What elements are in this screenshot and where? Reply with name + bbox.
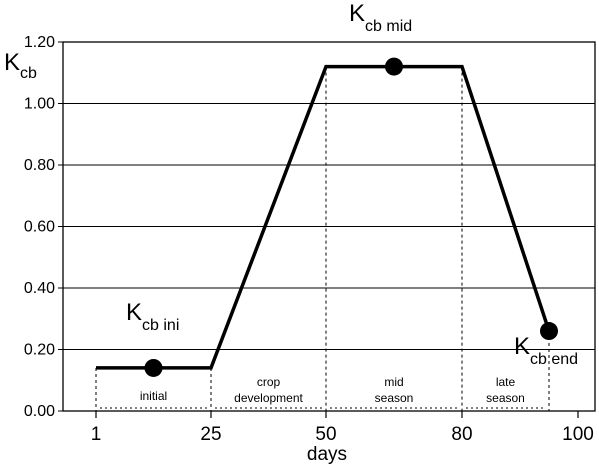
- y-axis-label-main: K: [4, 49, 20, 76]
- marker-label-sub-0: cb ini: [142, 317, 179, 334]
- stage-label-1-0: crop: [257, 375, 281, 389]
- marker-label-sub-2: cb end: [530, 351, 578, 368]
- stage-label-3-1: season: [486, 391, 525, 405]
- kcb-curve: [96, 64, 551, 370]
- x-axis-label: days: [307, 444, 347, 465]
- x-tick-label-4: 100: [562, 424, 594, 445]
- y-axis-label-sub: cb: [20, 65, 37, 82]
- x-tick-label-2: 50: [315, 424, 336, 445]
- y-tick-label-2: 0.40: [24, 280, 55, 297]
- y-tick-label-4: 0.80: [24, 157, 55, 174]
- stage-label-1-1: development: [234, 391, 303, 405]
- marker-label-sub-1: cb mid: [365, 18, 412, 35]
- x-tick-label-0: 1: [91, 424, 102, 445]
- marker-0: [144, 358, 163, 377]
- stage-label-3-0: late: [496, 375, 516, 389]
- marker-label-0: Kcb ini: [126, 299, 179, 334]
- y-axis-label: Kcb: [4, 49, 37, 82]
- marker-label-1: Kcb mid: [349, 0, 412, 35]
- stage-label-2-0: mid: [384, 375, 403, 389]
- y-tick-label-0: 0.00: [24, 403, 55, 420]
- y-tick-label-3: 0.60: [24, 219, 55, 236]
- x-tick-label-3: 80: [451, 424, 472, 445]
- x-tick-label-1: 25: [200, 424, 221, 445]
- stage-label-0-0: initial: [140, 389, 167, 403]
- marker-2: [540, 322, 558, 341]
- marker-label-main-1: K: [349, 0, 365, 27]
- marker-label-2: Kcb end: [514, 333, 578, 368]
- y-tick-label-1: 0.20: [24, 342, 55, 359]
- marker-1: [385, 57, 403, 76]
- y-tick-label-6: 1.20: [24, 34, 55, 51]
- y-tick-label-5: 1.00: [24, 96, 55, 113]
- marker-label-main-0: K: [126, 299, 142, 326]
- marker-label-main-2: K: [514, 333, 530, 360]
- stage-label-2-1: season: [375, 391, 414, 405]
